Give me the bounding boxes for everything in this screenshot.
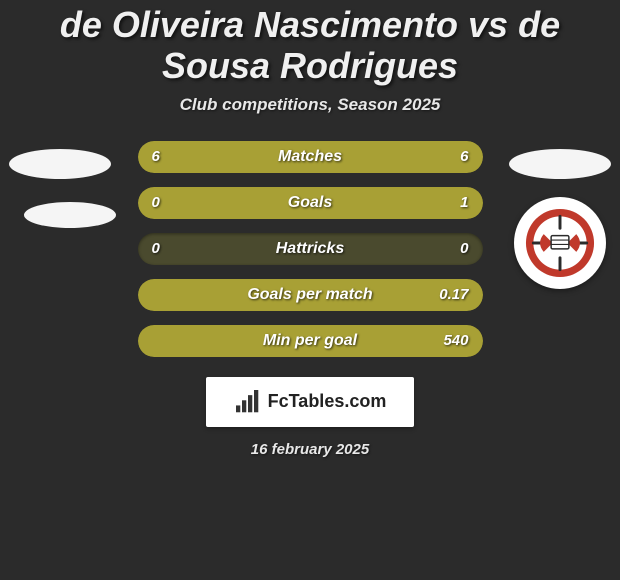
brand-icon — [234, 390, 262, 414]
stats-area: 66Matches 01Goals 00Hattricks 0.17Goals per… — [0, 141, 620, 357]
stat-row: 66Matches — [138, 141, 483, 173]
stat-label: Goals per match — [138, 279, 483, 311]
page-subtitle: Club competitions, Season 2025 — [0, 95, 620, 115]
stat-label: Hattricks — [138, 233, 483, 265]
brand-box: FcTables.com — [206, 377, 414, 427]
stat-row: 540Min per goal — [138, 325, 483, 357]
stat-row: 0.17Goals per match — [138, 279, 483, 311]
stat-rows: 66Matches 01Goals 00Hattricks 0.17Goals per… — [138, 141, 483, 357]
crest-icon — [523, 206, 597, 280]
brand-text: FcTables.com — [268, 391, 387, 412]
player1-club-avatar — [24, 202, 116, 228]
player2-club-crest — [514, 197, 606, 289]
player1-avatar — [9, 149, 111, 179]
stat-label: Min per goal — [138, 325, 483, 357]
date-text: 16 february 2025 — [0, 441, 620, 458]
stat-label: Matches — [138, 141, 483, 173]
player2-avatar — [509, 149, 611, 179]
stat-row: 00Hattricks — [138, 233, 483, 265]
stat-label: Goals — [138, 187, 483, 219]
stat-row: 01Goals — [138, 187, 483, 219]
page-title: de Oliveira Nascimento vs de Sousa Rodri… — [0, 0, 620, 95]
